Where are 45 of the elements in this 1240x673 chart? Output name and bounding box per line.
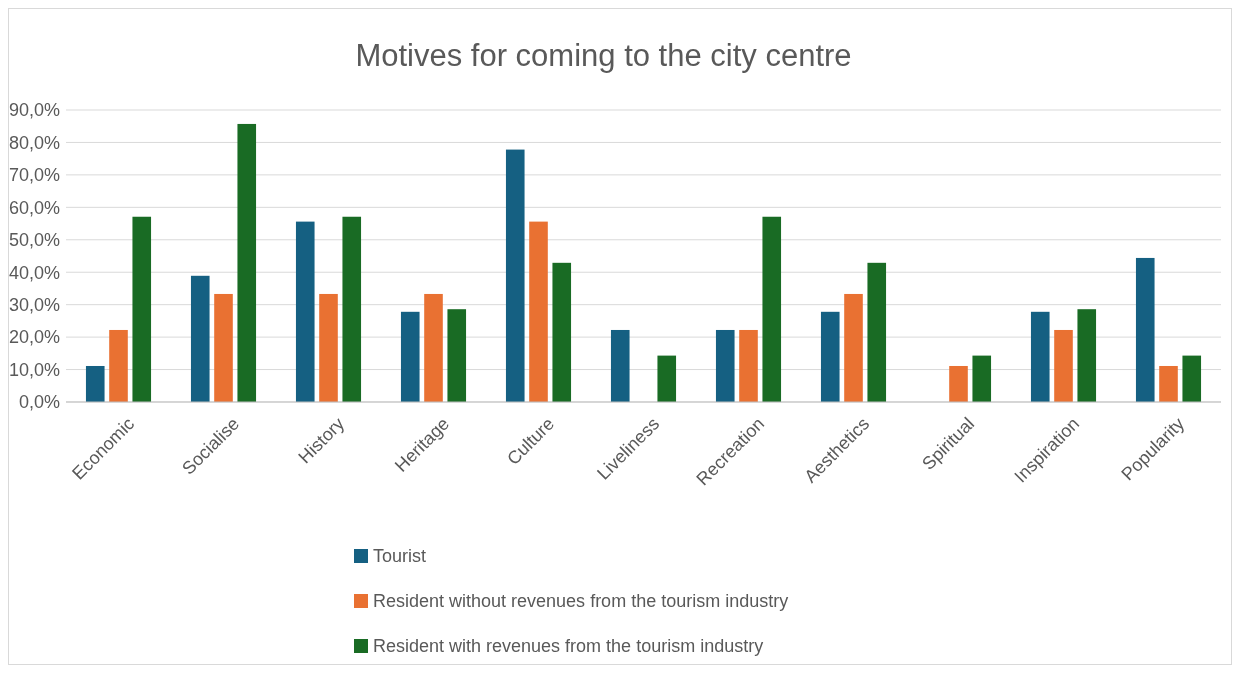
bar [739, 329, 758, 402]
bar [319, 293, 338, 402]
bar [867, 262, 887, 402]
y-tick-label: 0,0% [18, 392, 60, 413]
bar [237, 123, 257, 402]
bar [820, 311, 840, 402]
y-tick-label: 10,0% [8, 359, 60, 380]
chart-title: Motives for coming to the city centre [355, 38, 852, 73]
bar [657, 355, 677, 402]
bar [949, 365, 968, 402]
y-tick-label: 50,0% [8, 230, 60, 251]
bar [447, 309, 467, 402]
bar [132, 216, 152, 402]
legend-label: Resident without revenues from the tourism industry [373, 591, 789, 612]
bar [424, 293, 443, 402]
bar [1182, 355, 1202, 402]
y-tick-label: 90,0% [8, 100, 60, 121]
y-tick-label: 80,0% [8, 132, 60, 153]
bar [844, 293, 863, 402]
bar [190, 275, 210, 402]
bar [1159, 365, 1178, 402]
y-tick-label: 30,0% [8, 294, 60, 315]
bar [342, 216, 362, 402]
bar [400, 311, 420, 402]
bar [85, 365, 105, 402]
bar [214, 293, 233, 402]
bar [1030, 311, 1050, 402]
y-tick-label: 60,0% [8, 197, 60, 218]
bar [295, 221, 315, 402]
y-tick-label: 70,0% [8, 165, 60, 186]
legend-label: Tourist [373, 546, 427, 567]
legend-label: Resident with revenues from the tourism industry [373, 636, 764, 657]
y-tick-label: 40,0% [8, 262, 60, 283]
bar [762, 216, 782, 402]
bar [1135, 257, 1155, 402]
y-tick-label: 20,0% [8, 327, 60, 348]
bar [552, 262, 572, 402]
bar [1054, 329, 1073, 402]
bar [1077, 309, 1097, 402]
bar [109, 329, 128, 402]
bar [505, 149, 525, 402]
bar [972, 355, 992, 402]
bar [529, 221, 548, 402]
bar [610, 329, 630, 402]
bar [715, 329, 735, 402]
